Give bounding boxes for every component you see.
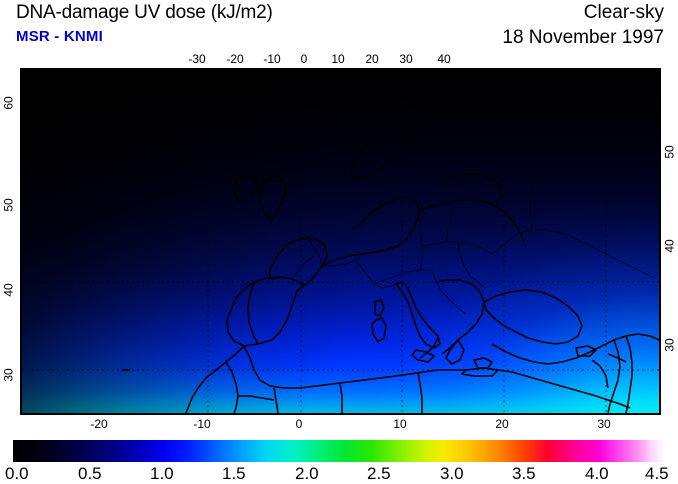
date-label: 18 November 1997 [502,27,664,48]
sky-condition-label: Clear-sky [583,2,664,23]
colorbar-tick: 1.0 [150,464,174,483]
right-tick: 50 [662,145,677,159]
top-tick: 0 [300,52,308,66]
colorbar-tick: 2.5 [367,464,391,483]
graticule-lines [22,70,659,413]
bottom-tick: 20 [495,417,509,431]
bottom-tick: 0 [295,417,303,431]
top-tick: 30 [399,52,413,66]
country-borders [291,181,655,315]
uv-field-north-dark [22,70,659,413]
colorbar-tick: 3.5 [512,464,536,483]
institute-label: MSR - KNMI [16,28,103,45]
top-tick: -30 [188,52,206,66]
right-tick: 30 [662,338,677,352]
coastline-overlay [22,70,659,413]
colorbar-tick: 1.5 [222,464,246,483]
bottom-tick: -10 [193,417,211,431]
colorbar-tick: 0.5 [78,464,102,483]
colorbar-legend: 0.0 0.5 1.0 1.5 2.0 2.5 3.0 3.5 4.0 4.5 [0,436,678,483]
top-tick: 20 [365,52,379,66]
top-tick: -10 [263,52,281,66]
right-tick: 40 [662,239,677,253]
left-tick: 60 [1,96,16,110]
page-title: DNA-damage UV dose (kJ/m2) [16,2,273,23]
bottom-tick: 10 [393,417,407,431]
colorbar-tick: 2.0 [295,464,319,483]
map-canvas [22,70,659,413]
colorbar-tick: 4.0 [585,464,609,483]
uv-dose-map [20,68,661,415]
top-tick: -20 [226,52,244,66]
coastlines [122,103,659,413]
left-tick: 50 [1,198,16,212]
left-tick: 40 [1,283,16,297]
colorbar-tick: 0.0 [5,464,29,483]
chart-header: DNA-damage UV dose (kJ/m2) MSR - KNMI Cl… [0,0,678,52]
left-tick: 30 [1,368,16,382]
top-tick: 10 [331,52,345,66]
colorbar-gradient [13,440,665,462]
colorbar-tick: 3.0 [440,464,464,483]
bottom-tick: -20 [90,417,108,431]
colorbar-tick: 4.5 [645,464,669,483]
top-tick: 40 [437,52,451,66]
bottom-tick: 30 [597,417,611,431]
